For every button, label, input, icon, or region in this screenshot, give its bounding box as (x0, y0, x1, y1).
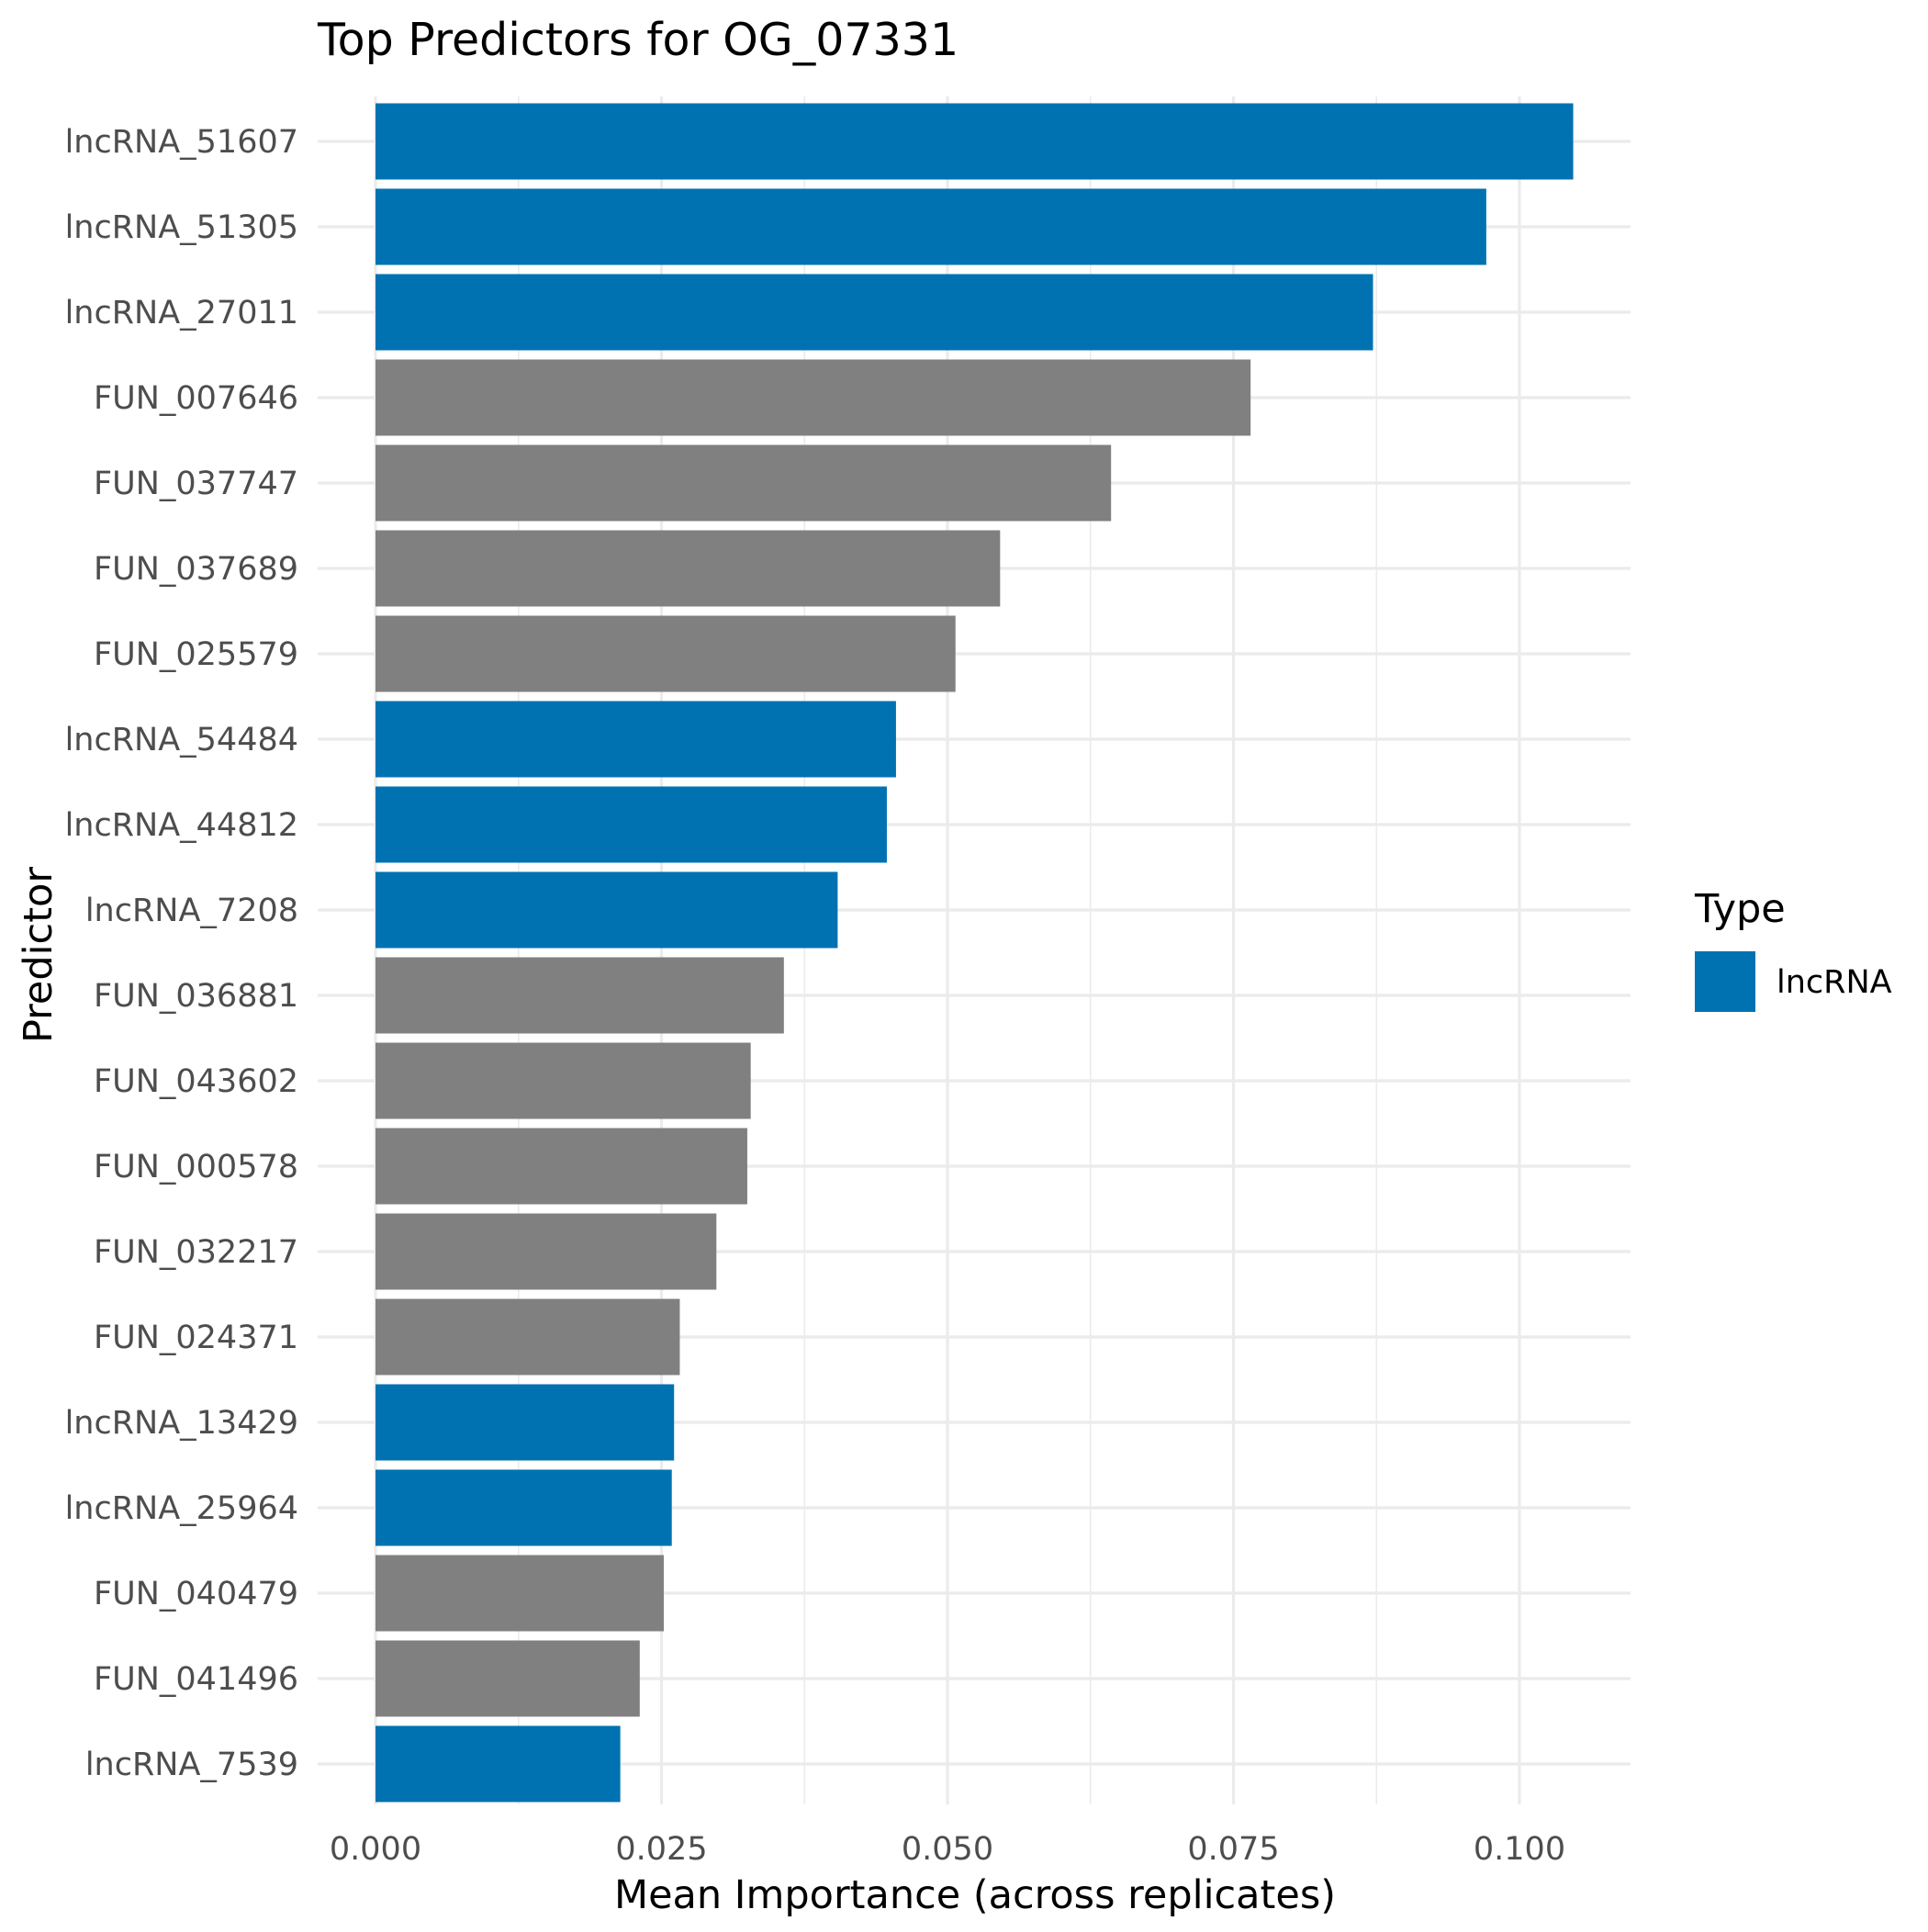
x-tick-label: 0.075 (1187, 1831, 1279, 1868)
y-tick-label: lncRNA_27011 (65, 295, 298, 331)
bar-lncRNA_51607 (376, 103, 1574, 180)
bars (376, 103, 1574, 1803)
y-tick-label: FUN_032217 (94, 1234, 298, 1271)
y-tick-label: lncRNA_54484 (65, 722, 298, 758)
y-tick-label: lncRNA_25964 (65, 1490, 298, 1527)
y-tick-label: FUN_000578 (94, 1149, 298, 1185)
bar-lncRNA_51305 (376, 188, 1486, 265)
y-tick-label: lncRNA_51305 (65, 209, 298, 246)
bar-FUN_025579 (376, 615, 956, 692)
x-tick-label: 0.050 (902, 1831, 993, 1868)
bar-FUN_024371 (376, 1298, 680, 1376)
legend-key (1695, 951, 1755, 1012)
bar-lncRNA_25964 (376, 1469, 672, 1546)
y-tick-label: FUN_041496 (94, 1661, 298, 1698)
y-tick-label: FUN_007646 (94, 380, 298, 417)
y-tick-label: FUN_037747 (94, 466, 298, 502)
bar-lncRNA_7539 (376, 1725, 621, 1803)
bar-FUN_037747 (376, 444, 1112, 522)
legend-items: lncRNA (1695, 951, 1892, 1012)
bar-FUN_032217 (376, 1213, 717, 1290)
y-tick-label: FUN_036881 (94, 978, 298, 1015)
bar-FUN_037689 (376, 530, 1001, 607)
legend-title: Type (1694, 886, 1786, 932)
x-axis-title: Mean Importance (across replicates) (614, 1872, 1336, 1918)
y-tick-label: FUN_040479 (94, 1576, 298, 1612)
y-tick-label: lncRNA_13429 (65, 1405, 298, 1442)
y-tick-label: FUN_037689 (94, 551, 298, 588)
legend-label: lncRNA (1777, 964, 1892, 1001)
y-tick-label: lncRNA_7208 (85, 893, 298, 929)
bar-FUN_040479 (376, 1555, 664, 1632)
y-tick-label: lncRNA_44812 (65, 807, 298, 844)
x-tick-labels: 0.000 0.025 0.050 0.075 0.100 (330, 1831, 1565, 1868)
y-tick-label: FUN_043602 (94, 1063, 298, 1100)
y-tick-labels: lncRNA_51607 lncRNA_51305 lncRNA_27011 FUN_… (65, 124, 298, 1783)
y-tick-label: FUN_024371 (94, 1320, 298, 1356)
bar-FUN_041496 (376, 1640, 640, 1717)
y-tick-label: lncRNA_7539 (85, 1747, 298, 1783)
chart-title: Top Predictors for OG_07331 (317, 14, 958, 66)
bar-FUN_000578 (376, 1128, 747, 1205)
bar-lncRNA_7208 (376, 871, 838, 949)
x-tick-label: 0.025 (615, 1831, 707, 1868)
y-axis-title: Predictor (16, 867, 62, 1043)
x-tick-label: 0.000 (330, 1831, 421, 1868)
x-tick-label: 0.100 (1474, 1831, 1565, 1868)
bar-FUN_043602 (376, 1042, 751, 1119)
y-tick-label: FUN_025579 (94, 636, 298, 673)
bar-FUN_007646 (376, 359, 1251, 436)
bar-lncRNA_54484 (376, 701, 896, 778)
bar-lncRNA_13429 (376, 1384, 675, 1461)
grid-lines (318, 96, 1631, 1804)
legend: Type lncRNA (1694, 886, 1892, 1012)
bar-lncRNA_27011 (376, 274, 1373, 351)
bar-FUN_036881 (376, 957, 784, 1034)
y-tick-label: lncRNA_51607 (65, 124, 298, 161)
bar-lncRNA_44812 (376, 786, 887, 863)
